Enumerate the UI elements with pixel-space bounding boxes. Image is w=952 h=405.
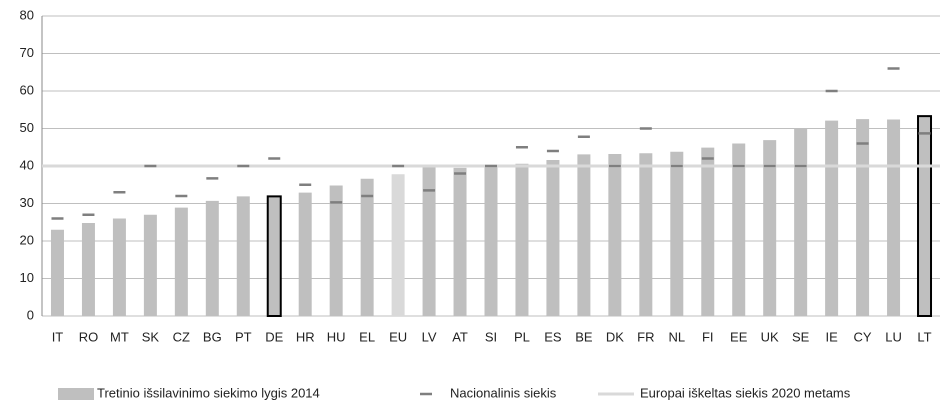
bar: [391, 174, 405, 316]
bar: [917, 115, 933, 317]
x-tick-label: FR: [637, 329, 654, 344]
bar: [50, 229, 64, 316]
bar: [453, 167, 467, 316]
legend-label: Nacionalinis siekis: [450, 385, 557, 400]
x-tick-label: MT: [110, 329, 129, 344]
bar: [856, 119, 870, 316]
bar: [81, 223, 95, 316]
bar: [670, 151, 684, 316]
y-tick-label: 60: [20, 82, 34, 97]
x-tick-label: DK: [606, 329, 624, 344]
bar: [360, 178, 374, 316]
x-tick-label: PT: [235, 329, 252, 344]
bar: [732, 143, 746, 316]
x-tick-label: FI: [702, 329, 714, 344]
y-tick-label: 20: [20, 232, 34, 247]
bar: [143, 214, 157, 316]
bar: [236, 196, 250, 316]
y-tick-label: 30: [20, 195, 34, 210]
bar: [515, 163, 529, 316]
y-tick-label: 10: [20, 270, 34, 285]
x-tick-label: BG: [203, 329, 222, 344]
bar: [422, 167, 436, 316]
bar: [577, 154, 591, 316]
x-tick-label: LU: [885, 329, 902, 344]
x-tick-label: SI: [485, 329, 497, 344]
x-tick-label: EL: [359, 329, 375, 344]
x-tick-label: LT: [917, 329, 931, 344]
x-tick-label: SK: [142, 329, 160, 344]
bar: [608, 154, 622, 316]
x-tick-label: AT: [452, 329, 468, 344]
bar: [763, 140, 777, 316]
legend-label: Europai iškeltas siekis 2020 metams: [640, 385, 851, 400]
bar: [794, 128, 808, 316]
bar: [701, 147, 715, 316]
x-tick-label: CZ: [173, 329, 190, 344]
bar: [639, 153, 653, 316]
x-tick-label: HU: [327, 329, 346, 344]
bar: [546, 160, 560, 316]
y-tick-label: 0: [27, 307, 34, 322]
y-tick-label: 50: [20, 120, 34, 135]
x-tick-label: DE: [265, 329, 283, 344]
x-tick-label: UK: [761, 329, 779, 344]
bar: [887, 119, 901, 316]
x-tick-label: LV: [422, 329, 437, 344]
x-tick-label: EE: [730, 329, 748, 344]
bar: [329, 185, 343, 316]
x-tick-label: RO: [79, 329, 99, 344]
bar: [174, 207, 188, 316]
y-tick-label: 40: [20, 157, 34, 172]
x-tick-label: PL: [514, 329, 530, 344]
x-tick-label: SE: [792, 329, 810, 344]
x-tick-label: NL: [668, 329, 685, 344]
y-tick-label: 80: [20, 7, 34, 22]
bar: [205, 200, 219, 316]
bar: [484, 167, 498, 316]
x-tick-label: IT: [52, 329, 64, 344]
legend-swatch: [58, 388, 94, 400]
x-tick-label: BE: [575, 329, 593, 344]
y-tick-label: 70: [20, 45, 34, 60]
legend-label: Tretinio išsilavinimo siekimo lygis 2014: [97, 385, 320, 400]
bar: [112, 218, 126, 316]
x-tick-label: CY: [854, 329, 872, 344]
x-tick-label: EU: [389, 329, 407, 344]
bar: [298, 192, 312, 316]
bar: [266, 195, 282, 317]
x-tick-label: IE: [825, 329, 838, 344]
x-tick-label: ES: [544, 329, 562, 344]
x-tick-label: HR: [296, 329, 315, 344]
bar: [825, 120, 839, 316]
